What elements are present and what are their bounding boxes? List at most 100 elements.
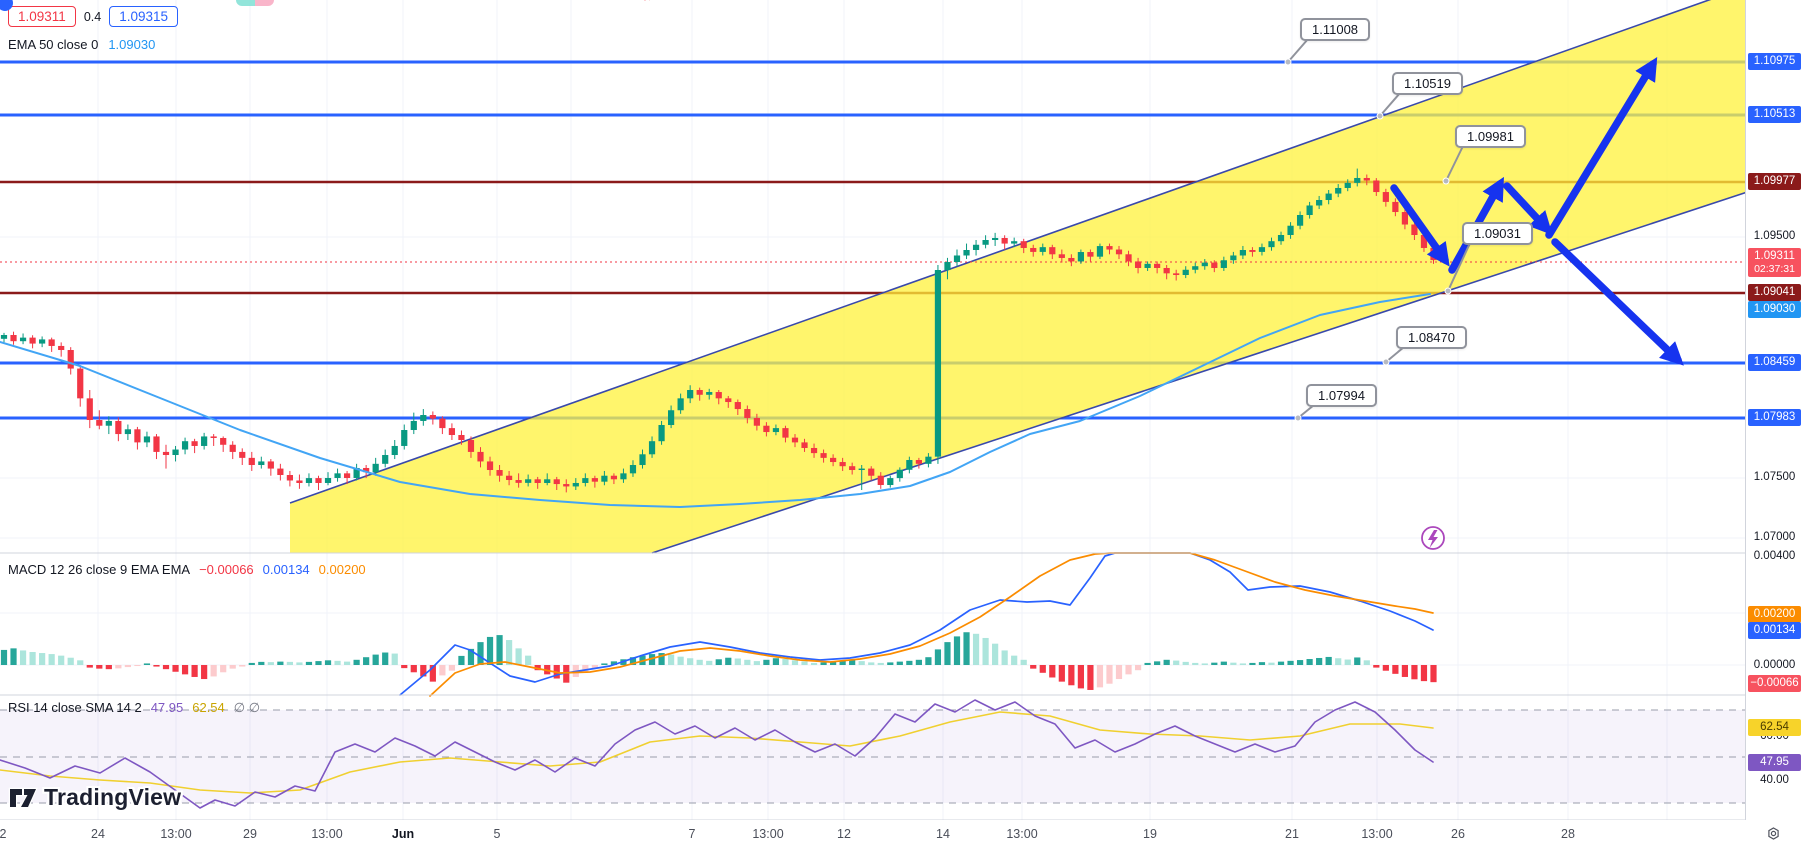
macd-histogram-bar	[1268, 662, 1275, 665]
candle	[134, 429, 141, 443]
time-axis[interactable]: 2 24 13:00 29 13:00 Jun 5 7 13:00 12 14 13:00 19 21 13…	[0, 820, 1745, 849]
candle	[734, 402, 741, 410]
candle	[1373, 180, 1380, 193]
candle	[830, 457, 837, 463]
macd-line	[399, 552, 1434, 696]
price-callout[interactable]: 1.08470	[1396, 326, 1467, 349]
candle	[1030, 247, 1037, 252]
price-badge: 1.09977	[1748, 173, 1801, 191]
forecast-arrow[interactable]	[1503, 182, 1553, 235]
macd-histogram-bar	[1192, 662, 1199, 665]
price-callout[interactable]: 1.09981	[1455, 125, 1526, 148]
callout-tail	[1447, 242, 1471, 292]
callout-tail	[1385, 346, 1405, 363]
time-label: 13:00	[1006, 827, 1038, 841]
symbol-logo-icon	[0, 0, 13, 11]
candle	[677, 398, 684, 411]
candle	[534, 479, 541, 483]
forecast-arrow[interactable]	[1551, 238, 1684, 366]
macd-histogram-bar	[849, 659, 856, 665]
candle	[220, 437, 227, 445]
price-callout[interactable]: 1.07994	[1306, 384, 1377, 407]
candle	[1011, 241, 1018, 244]
candle	[1115, 249, 1123, 255]
axis-label: 0.00400	[1753, 550, 1796, 562]
spread-value: 0.4	[83, 9, 102, 24]
macd-histogram-bar	[877, 662, 884, 665]
buy-button[interactable]: 1.09315	[109, 6, 179, 27]
macd-histogram-bar	[1201, 663, 1208, 665]
price-callout[interactable]: 1.11008	[1300, 18, 1371, 41]
macd-histogram-bar	[1087, 665, 1094, 690]
price-badge: 62.54	[1748, 719, 1801, 737]
macd-histogram-bar	[887, 662, 894, 665]
macd-histogram-bar	[172, 665, 179, 672]
macd-signal-value: 0.00200	[318, 562, 366, 577]
candle	[458, 435, 465, 441]
candle	[410, 420, 417, 431]
forecast-arrow[interactable]	[1545, 57, 1658, 239]
candle	[839, 462, 846, 467]
macd-histogram-bar	[772, 658, 780, 665]
price-badge: 1.09041	[1748, 284, 1801, 302]
macd-histogram-bar	[1344, 659, 1351, 665]
time-label: 13:00	[752, 827, 784, 841]
macd-histogram-bar	[944, 642, 951, 665]
price-callout[interactable]: 1.10519	[1392, 72, 1463, 95]
macd-legend[interactable]: MACD 12 26 close 9 EMA EMA −0.00066 0.00…	[8, 562, 366, 577]
macd-signal-line	[429, 552, 1434, 697]
sell-button[interactable]: 1.09311	[8, 6, 76, 27]
axis-settings-icon[interactable]	[1745, 820, 1802, 849]
candle	[401, 430, 408, 446]
macd-histogram-bar	[153, 665, 160, 667]
macd-histogram-bar	[706, 660, 713, 665]
macd-histogram-bar	[782, 659, 789, 665]
price-badge: 1.08459	[1748, 354, 1801, 372]
candle	[181, 441, 189, 450]
macd-histogram-bar	[29, 652, 36, 665]
macd-histogram-bar	[839, 660, 846, 665]
ema-legend[interactable]: EMA 50 close 0 1.09030	[8, 37, 155, 52]
time-label: 13:00	[1361, 827, 1393, 841]
candle	[992, 237, 999, 241]
macd-histogram-bar	[1096, 665, 1104, 688]
macd-histogram-bar	[1125, 665, 1132, 675]
macd-histogram-bar	[734, 658, 741, 665]
macd-histogram-bar	[1239, 663, 1246, 665]
macd-histogram-bar	[1220, 661, 1227, 665]
price-badge: 1.09311 02:37:31	[1748, 248, 1801, 278]
macd-histogram-bar	[1277, 661, 1285, 665]
channel-bottom-border[interactable]	[651, 173, 1802, 554]
macd-histogram-bar	[1077, 665, 1084, 689]
macd-histogram-bar	[181, 665, 189, 675]
macd-histogram-bar	[1306, 659, 1313, 665]
price-callout[interactable]: 1.09031	[1462, 222, 1533, 245]
price-axis[interactable]: 1.095001.075001.070000.004000.0000060.00…	[1745, 0, 1802, 820]
candle	[1277, 235, 1285, 242]
macd-histogram-bar	[86, 665, 93, 668]
macd-histogram-bar	[715, 659, 722, 665]
candle	[753, 417, 760, 426]
forecast-arrow[interactable]	[1390, 184, 1450, 267]
channel-top-border[interactable]	[289, 0, 1802, 504]
price-badge: 1.10513	[1748, 106, 1801, 124]
rsi-legend[interactable]: RSI 14 close SMA 14 2 47.95 62.54 ∅ ∅	[8, 700, 260, 716]
price-badge: −0.00066	[1748, 675, 1801, 693]
candle	[1230, 255, 1237, 261]
candle	[305, 478, 313, 483]
macd-histogram-bar	[744, 659, 751, 665]
time-label: 7	[688, 827, 696, 841]
macd-histogram-bar	[201, 665, 208, 680]
candle	[296, 480, 303, 483]
macd-histogram-bar	[982, 637, 989, 665]
candle	[229, 444, 236, 452]
tradingview-watermark[interactable]: TradingView	[8, 784, 181, 811]
channel-fill[interactable]	[290, 0, 1802, 553]
axis-label: 1.09500	[1753, 230, 1796, 242]
time-label: 13:00	[160, 827, 192, 841]
candle	[582, 478, 589, 483]
candle	[887, 478, 894, 486]
toolbar-pill-decor	[236, 0, 274, 6]
lightning-bolt-icon[interactable]	[1428, 530, 1438, 548]
